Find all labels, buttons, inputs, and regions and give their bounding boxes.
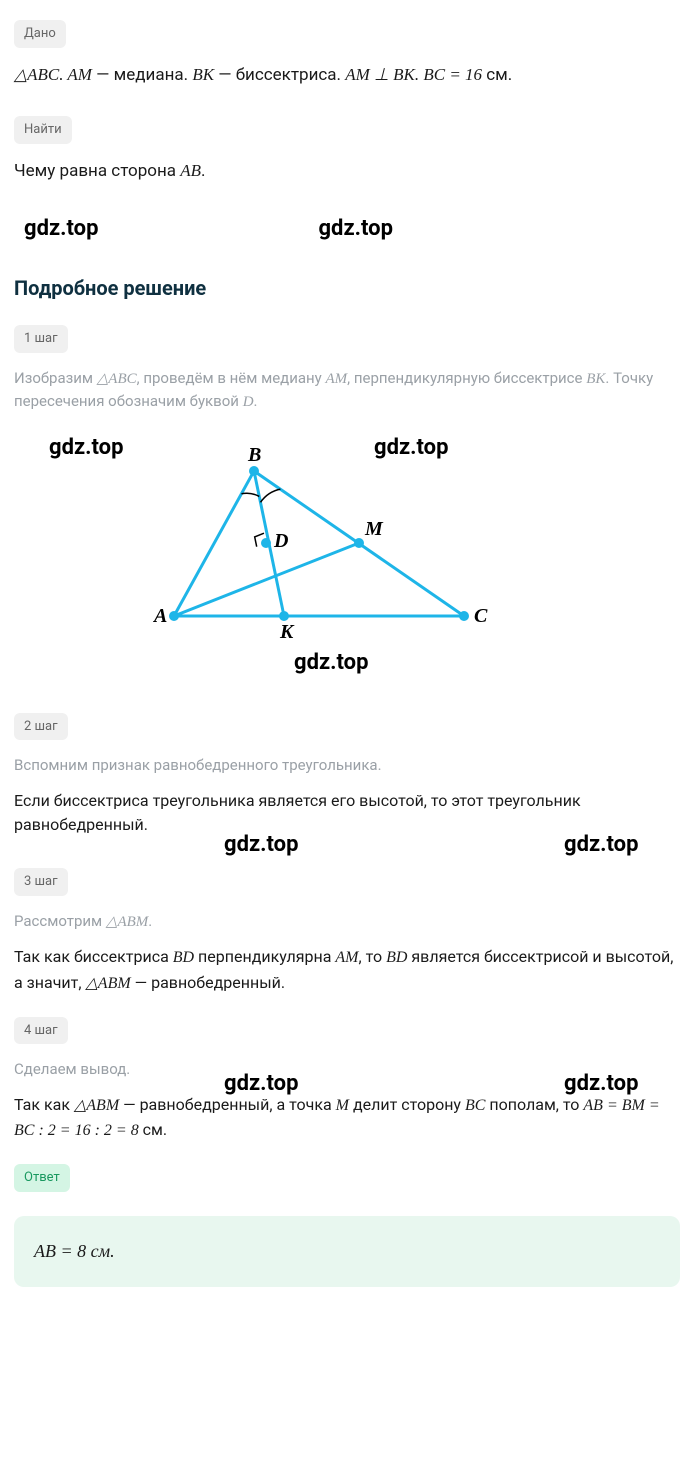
svg-text:A: A [152, 605, 167, 627]
step4-body: Так как △ABM — равнобедренный, а точка M… [14, 1093, 680, 1145]
tag-answer: Ответ [14, 1164, 70, 1192]
tag-step1: 1 шаг [14, 325, 68, 353]
tag-find: Найти [14, 116, 72, 144]
svg-text:K: K [279, 621, 295, 643]
watermark: gdz.top [224, 1067, 298, 1100]
watermark: gdz.top [374, 431, 448, 464]
answer-box: AB = 8 см. [14, 1216, 680, 1287]
watermark: gdz.top [224, 828, 298, 861]
tag-step3: 3 шаг [14, 868, 68, 896]
section-title: Подробное решение [14, 273, 680, 303]
watermark-row-1: gdz.top gdz.top [24, 212, 680, 245]
answer-text: AB = 8 см. [34, 1241, 115, 1261]
tag-given: Дано [14, 20, 66, 48]
watermark: gdz.top [49, 431, 123, 464]
watermark: gdz.top [24, 212, 98, 245]
step3-intro: Рассмотрим △ABM. [14, 910, 680, 934]
given-text: △ABC. AM — медиана. BK — биссектриса. AM… [14, 62, 680, 89]
watermark: gdz.top [294, 646, 368, 679]
svg-text:C: C [474, 605, 488, 627]
step3-body: Так как биссектриса BD перпендикулярна A… [14, 945, 680, 997]
svg-text:B: B [247, 444, 261, 466]
watermark: gdz.top [318, 212, 392, 245]
watermark: gdz.top [564, 1067, 638, 1100]
tag-step2: 2 шаг [14, 713, 68, 741]
svg-text:D: D [273, 530, 288, 552]
svg-text:M: M [364, 518, 384, 540]
tag-step4: 4 шаг [14, 1017, 68, 1045]
step1-intro: Изобразим △ABC, проведём в нём медиану A… [14, 367, 680, 414]
step2-intro: Вспомним признак равнобедренного треугол… [14, 754, 680, 777]
find-text: Чему равна сторона AB. [14, 158, 680, 185]
diagram-wrap: gdz.top gdz.top ABCMKD gdz.top [14, 426, 680, 663]
watermark: gdz.top [564, 828, 638, 861]
